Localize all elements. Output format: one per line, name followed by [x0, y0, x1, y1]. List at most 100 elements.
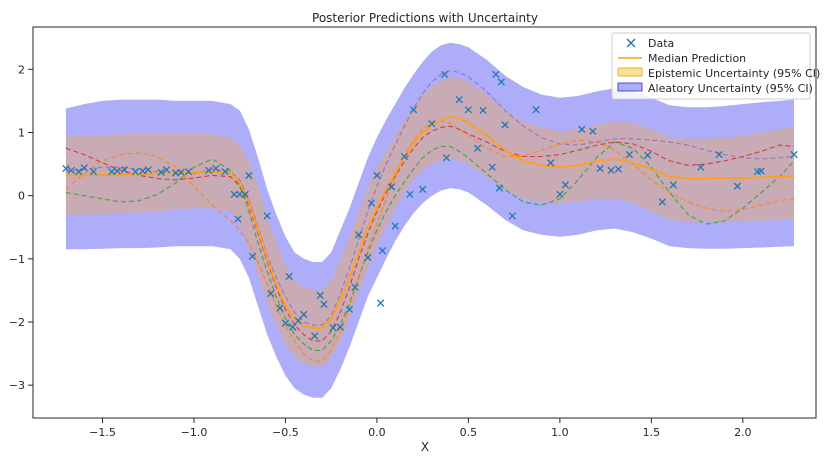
data-point: [245, 171, 253, 180]
data-point: [80, 164, 88, 172]
data-point: [204, 166, 213, 175]
plot-frame: [32, 26, 817, 419]
legend-swatch-aleatory: [617, 82, 643, 92]
data-point: [596, 164, 604, 173]
y-tick-label: 1: [18, 126, 25, 139]
data-point: [589, 127, 597, 135]
median-prediction-line: [65, 115, 795, 330]
data-point: [285, 272, 293, 281]
data-point: [790, 150, 798, 159]
legend-label-aleatory: Aleatory Uncertainty (95% CI): [648, 82, 813, 95]
y-axis-ticks: −3 −2 −1 0 1 2: [9, 63, 33, 392]
legend-marker-data: [626, 38, 636, 48]
data-point: [263, 212, 271, 220]
data-point: [316, 291, 324, 300]
data-point: [162, 166, 171, 174]
data-point: [248, 252, 257, 260]
x-tick-label: −0.5: [272, 426, 299, 439]
data-point: [336, 323, 345, 331]
data-point: [464, 106, 473, 114]
x-axis-label: X: [421, 440, 429, 454]
data-point: [184, 167, 193, 176]
x-tick-label: 2.0: [734, 426, 752, 439]
x-tick-label: −1.0: [181, 426, 208, 439]
data-point: [644, 151, 652, 159]
legend-box: [611, 32, 811, 100]
data-point: [300, 310, 308, 319]
y-tick-label: −2: [9, 316, 25, 329]
median-line-group: [65, 115, 795, 330]
data-point: [230, 190, 238, 199]
data-point: [276, 304, 284, 312]
data-point: [131, 167, 140, 176]
data-point: [757, 167, 765, 175]
data-point: [495, 184, 504, 192]
legend-label-epistemic: Epistemic Uncertainty (95% CI): [648, 67, 820, 80]
data-point: [532, 106, 540, 114]
data-point: [120, 166, 129, 174]
data-point: [440, 70, 449, 79]
x-tick-label: −1.5: [89, 426, 116, 439]
data-point: [387, 183, 396, 191]
data-point: [320, 300, 328, 308]
y-tick-label: 2: [18, 63, 25, 76]
posterior-sample-line-3: [65, 70, 795, 326]
data-point: [329, 324, 337, 332]
data-point: [289, 323, 297, 331]
data-point: [345, 305, 354, 314]
data-point: [212, 164, 220, 173]
data-point: [62, 164, 70, 173]
data-point: [378, 246, 387, 255]
data-point: [488, 163, 496, 171]
data-point: [75, 167, 83, 176]
data-point: [473, 144, 482, 152]
legend-label-data: Data: [648, 37, 674, 50]
data-point: [658, 198, 666, 206]
data-point: [351, 283, 359, 291]
data-point: [376, 299, 385, 307]
data-point: [241, 190, 249, 199]
aleatory-band: [65, 42, 794, 398]
x-tick-label: 0.5: [460, 426, 478, 439]
data-point: [281, 319, 290, 327]
data-point: [607, 166, 615, 175]
data-point: [669, 181, 677, 189]
data-point: [556, 190, 564, 199]
data-point: [139, 167, 147, 175]
data-point: [508, 212, 516, 220]
data-point: [406, 190, 414, 199]
data-point: [391, 222, 399, 230]
legend: Data Median Prediction Epistemic Uncerta…: [611, 32, 820, 100]
y-tick-label: 0: [18, 190, 25, 203]
data-point: [311, 332, 319, 340]
data-point: [373, 171, 381, 180]
data-point: [578, 125, 586, 133]
data-point: [367, 199, 376, 207]
posterior-sample-line-1: [65, 125, 795, 342]
data-point: [501, 121, 509, 129]
x-tick-label: 1.5: [643, 426, 661, 439]
data-point: [733, 182, 741, 190]
data-point: [157, 168, 165, 176]
data-point: [364, 253, 372, 262]
data-point: [497, 78, 505, 86]
data-point: [547, 159, 555, 167]
data-point: [697, 163, 705, 171]
data-point: [67, 166, 76, 175]
data-point: [267, 289, 275, 298]
data-point: [479, 106, 487, 115]
data-point: [419, 185, 427, 193]
data-point: [455, 95, 463, 104]
data-point: [236, 190, 244, 199]
x-tick-label: 1.0: [551, 426, 569, 439]
data-point: [428, 119, 436, 128]
data-point: [144, 166, 152, 174]
data-point: [177, 168, 185, 176]
data-point: [409, 106, 418, 114]
data-point: [561, 181, 570, 189]
data-point: [294, 317, 302, 325]
data-point: [113, 167, 121, 175]
data-point: [400, 152, 409, 161]
data-point: [625, 150, 634, 159]
